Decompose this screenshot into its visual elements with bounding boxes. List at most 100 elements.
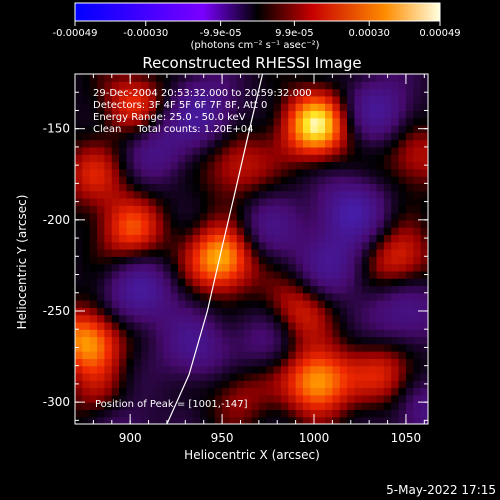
heatmap-cell bbox=[332, 285, 341, 294]
heatmap-cell bbox=[317, 365, 326, 374]
heatmap-cell bbox=[185, 416, 194, 424]
heatmap-cell bbox=[332, 88, 341, 97]
heatmap-cell bbox=[258, 205, 267, 214]
heatmap-cell bbox=[266, 74, 275, 82]
heatmap-cell bbox=[214, 74, 223, 82]
heatmap-cell bbox=[273, 205, 282, 214]
heatmap-cell bbox=[317, 336, 326, 345]
heatmap-cell bbox=[141, 263, 150, 272]
heatmap-cell bbox=[376, 358, 385, 367]
heatmap-cell bbox=[273, 154, 282, 163]
heatmap-cell bbox=[229, 256, 238, 265]
heatmap-cell bbox=[280, 168, 289, 177]
heatmap-cell bbox=[317, 197, 326, 206]
heatmap-cell bbox=[126, 117, 135, 126]
heatmap-cell bbox=[383, 227, 392, 236]
heatmap-cell bbox=[391, 132, 400, 141]
heatmap-cell bbox=[192, 139, 201, 148]
heatmap-cell bbox=[369, 146, 378, 155]
heatmap-cell bbox=[325, 103, 333, 112]
heatmap-cell bbox=[177, 321, 186, 330]
heatmap-cell bbox=[244, 285, 253, 294]
heatmap-cell bbox=[302, 197, 311, 206]
heatmap-cell bbox=[244, 270, 253, 279]
heatmap-cell bbox=[325, 197, 333, 206]
heatmap-cell bbox=[361, 212, 370, 221]
heatmap-cell bbox=[244, 314, 253, 323]
heatmap-cell bbox=[126, 183, 135, 192]
heatmap-cell bbox=[376, 285, 385, 294]
heatmap-cell bbox=[383, 161, 392, 170]
heatmap-cell bbox=[405, 176, 414, 184]
heatmap-cell bbox=[347, 205, 356, 214]
heatmap-cell bbox=[89, 219, 98, 228]
heatmap-cell bbox=[361, 321, 370, 330]
heatmap-cell bbox=[413, 81, 422, 90]
heatmap-cell bbox=[236, 176, 245, 184]
heatmap-cell bbox=[170, 351, 179, 359]
heatmap-cell bbox=[361, 161, 370, 170]
heatmap-cell bbox=[317, 270, 326, 279]
heatmap-cell bbox=[75, 300, 83, 308]
heatmap-cell bbox=[229, 168, 238, 177]
heatmap-cell bbox=[251, 329, 260, 338]
heatmap-cell bbox=[273, 88, 282, 97]
heatmap-cell bbox=[141, 409, 150, 418]
heatmap-cell bbox=[192, 146, 201, 155]
heatmap-cell bbox=[104, 146, 113, 155]
heatmap-cell bbox=[413, 110, 422, 119]
heatmap-cell bbox=[207, 197, 216, 206]
heatmap-cell bbox=[141, 219, 150, 228]
heatmap-cell bbox=[111, 219, 120, 228]
heatmap-cell bbox=[244, 321, 253, 330]
heatmap-cell bbox=[185, 190, 194, 199]
heatmap-cell bbox=[398, 402, 407, 411]
heatmap-cell bbox=[325, 139, 333, 148]
heatmap-cell bbox=[207, 270, 216, 279]
heatmap-cell bbox=[222, 205, 231, 214]
heatmap-cell bbox=[163, 205, 172, 214]
heatmap-cell bbox=[420, 394, 428, 403]
heatmap-cell bbox=[420, 190, 428, 199]
heatmap-cell bbox=[361, 168, 370, 177]
heatmap-cell bbox=[273, 372, 282, 381]
heatmap-cell bbox=[325, 365, 333, 374]
heatmap-cell bbox=[288, 416, 297, 424]
heatmap-cell bbox=[354, 263, 363, 272]
heatmap-cell bbox=[119, 321, 128, 330]
heatmap-cell bbox=[141, 197, 150, 206]
heatmap-cell bbox=[369, 343, 378, 352]
heatmap-cell bbox=[207, 358, 216, 367]
heatmap-cell bbox=[200, 161, 208, 170]
heatmap-cell bbox=[398, 278, 407, 287]
heatmap-cell bbox=[413, 212, 422, 221]
heatmap-cell bbox=[214, 110, 223, 119]
heatmap-cell bbox=[200, 343, 208, 352]
heatmap-cell bbox=[82, 292, 91, 301]
heatmap-cell bbox=[89, 132, 98, 141]
heatmap-cell bbox=[310, 285, 319, 294]
heatmap-cell bbox=[104, 402, 113, 411]
heatmap-cell bbox=[280, 212, 289, 221]
heatmap-cell bbox=[266, 146, 275, 155]
heatmap-cell bbox=[148, 358, 157, 367]
heatmap-cell bbox=[222, 270, 231, 279]
heatmap-cell bbox=[126, 336, 135, 345]
heatmap-cell bbox=[148, 103, 157, 112]
heatmap-cell bbox=[266, 125, 275, 133]
heatmap-cell bbox=[82, 416, 91, 424]
heatmap-cell bbox=[302, 110, 311, 119]
heatmap-cell bbox=[104, 176, 113, 184]
heatmap-cell bbox=[391, 351, 400, 359]
heatmap-cell bbox=[236, 307, 245, 316]
heatmap-cell bbox=[288, 197, 297, 206]
heatmap-cell bbox=[295, 249, 304, 257]
heatmap-cell bbox=[133, 278, 142, 287]
heatmap-cell bbox=[229, 321, 238, 330]
heatmap-cell bbox=[222, 278, 231, 287]
heatmap-cell bbox=[185, 95, 194, 104]
heatmap-cell bbox=[97, 234, 106, 243]
heatmap-cell bbox=[148, 205, 157, 214]
heatmap-cell bbox=[148, 365, 157, 374]
heatmap-cell bbox=[369, 139, 378, 148]
